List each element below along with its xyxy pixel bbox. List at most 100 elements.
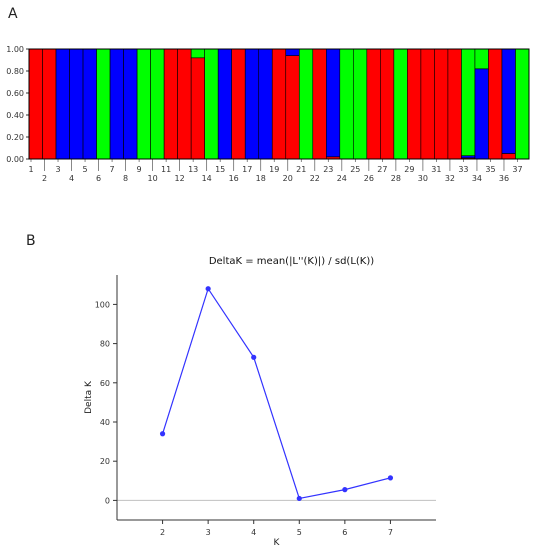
bar-segment-blue <box>123 48 138 160</box>
x-tick-label: 8 <box>123 174 128 183</box>
bar-segment-green <box>339 48 354 160</box>
bar-segment-red <box>28 48 43 160</box>
x-tick-label: 13 <box>188 165 198 174</box>
y-tick-label: 1.00 <box>6 45 24 54</box>
bar-segment-blue <box>474 68 489 160</box>
panel-a-label: A <box>8 6 18 22</box>
x-tick-label: 20 <box>283 174 293 183</box>
data-point <box>387 475 394 481</box>
x-tick-label: 34 <box>472 174 482 183</box>
x-tick-label: 28 <box>391 174 401 183</box>
panel-b-label: B <box>26 233 36 249</box>
data-point <box>296 495 302 502</box>
bar-segment-red <box>231 48 246 160</box>
bar-segment-green <box>461 48 476 156</box>
bar-segment-red <box>434 48 449 160</box>
bar-segment-red <box>312 48 327 160</box>
x-tick-label: 4 <box>69 174 74 183</box>
y-axis-label: Delta K <box>84 380 94 414</box>
bar-segment-blue <box>501 48 516 154</box>
bar-segment-green <box>136 48 151 160</box>
bar-segment-blue <box>244 48 260 160</box>
bar-segment-blue <box>285 48 300 56</box>
x-tick-label: 5 <box>83 165 88 174</box>
bar-segment-blue <box>55 48 70 160</box>
x-tick-label: 35 <box>485 165 495 174</box>
x-tick-label: 6 <box>96 174 101 183</box>
x-tick-label: 21 <box>296 165 306 174</box>
y-tick-label: 80 <box>100 340 110 349</box>
x-tick-label: 24 <box>337 174 347 183</box>
bar-segment-green <box>96 48 111 160</box>
y-tick-label: 0 <box>105 496 110 505</box>
bar-segment-green <box>150 48 165 160</box>
structure-bar-chart: 0.000.200.400.600.801.001234567891011121… <box>6 45 530 183</box>
delta-k-line-chart: DeltaK = mean(|L''(K)|) / sd(L(K)) 0 20 40 6… <box>84 256 436 548</box>
y-tick-label: 0.20 <box>6 133 24 142</box>
x-tick-label: 9 <box>137 165 142 174</box>
x-tick-label: 12 <box>175 174 185 183</box>
bar-segment-red <box>285 55 300 160</box>
bar-segment-green <box>515 48 530 160</box>
y-tick-label: 0.60 <box>6 89 24 98</box>
x-tick-label: 18 <box>256 174 266 183</box>
x-tick-label: 10 <box>148 174 158 183</box>
x-tick-label: 7 <box>388 528 393 537</box>
x-tick-label: 11 <box>161 165 171 174</box>
bar-segment-blue <box>258 48 273 160</box>
x-tick-label: 16 <box>229 174 239 183</box>
bar-segment-green <box>474 48 489 70</box>
bar-segment-red <box>177 48 192 160</box>
x-tick-label: 2 <box>160 528 165 537</box>
y-tick-label: 0.40 <box>6 111 24 120</box>
x-tick-label: 3 <box>206 528 211 537</box>
x-tick-label: 5 <box>297 528 302 537</box>
data-point <box>205 286 211 292</box>
data-point <box>251 354 257 360</box>
x-tick-label: 33 <box>458 165 468 174</box>
x-axis-label: K <box>274 538 281 548</box>
y-tick-label: 0.00 <box>6 155 24 164</box>
x-tick-label: 3 <box>55 165 60 174</box>
x-tick-label: 29 <box>404 165 414 174</box>
bar-segment-red <box>501 153 516 160</box>
x-tick-label: 26 <box>364 174 374 183</box>
y-tick-label: 0.80 <box>6 67 24 76</box>
bar-segment-green <box>190 48 205 59</box>
x-tick-label: 19 <box>269 165 279 174</box>
bar-segment-red <box>271 48 287 160</box>
x-tick-label: 15 <box>215 165 225 174</box>
x-tick-label: 7 <box>110 165 115 174</box>
bar-segment-red <box>447 48 462 160</box>
x-tick-label: 36 <box>499 174 509 183</box>
bar-segment-green <box>393 48 408 160</box>
data-point <box>159 431 166 437</box>
x-tick-label: 23 <box>323 165 333 174</box>
bar-segment-red <box>488 48 503 160</box>
bar-segment-blue <box>217 48 233 160</box>
bar-segment-blue <box>109 48 124 160</box>
bar-segment-green <box>204 48 219 160</box>
x-tick-label: 32 <box>445 174 455 183</box>
y-tick-label: 60 <box>100 379 110 388</box>
bar-segment-blue <box>82 48 97 160</box>
x-tick-label: 25 <box>350 165 360 174</box>
bar-segment-red <box>190 57 205 160</box>
x-tick-label: 6 <box>342 528 347 537</box>
chart-title: DeltaK = mean(|L''(K)|) / sd(L(K)) <box>209 256 374 267</box>
bar-segment-blue <box>461 155 476 159</box>
bar-segment-red <box>42 48 57 160</box>
x-tick-label: 1 <box>28 165 33 174</box>
bar-segment-red <box>420 48 435 160</box>
x-tick-label: 14 <box>202 174 212 183</box>
plot-border <box>28 48 530 160</box>
bar-segment-red <box>163 48 178 160</box>
x-tick-label: 22 <box>310 174 320 183</box>
x-tick-label: 31 <box>431 165 441 174</box>
bar-segment-red <box>407 48 422 160</box>
x-tick-label: 27 <box>377 165 387 174</box>
delta-k-series-line <box>161 287 391 500</box>
bar-segment-green <box>353 48 368 160</box>
x-tick-label: 4 <box>251 528 256 537</box>
x-tick-label: 30 <box>418 174 428 183</box>
